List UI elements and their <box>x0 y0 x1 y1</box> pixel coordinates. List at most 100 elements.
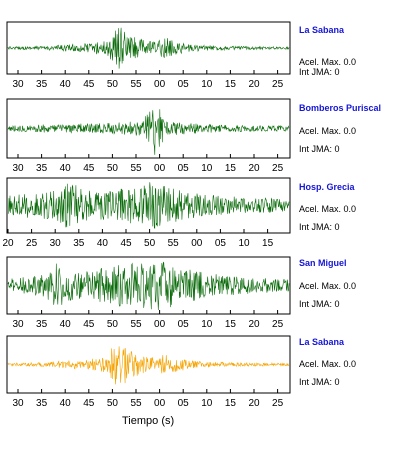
x-tick-label-1-1: 30 <box>12 79 24 90</box>
x-tick-label-4-4: 45 <box>83 319 95 330</box>
x-tick-label-5-8: 05 <box>178 398 190 409</box>
x-tick-label-1-3: 40 <box>60 79 72 90</box>
int-jma-line-4: Int JMA: 0 <box>299 299 340 309</box>
trace-line-1 <box>7 27 290 69</box>
int-jma-line-1: Int JMA: 0 <box>299 67 340 77</box>
station-name-2: Bomberos Puriscal <box>299 103 382 113</box>
x-tick-label-2-12: 25 <box>272 163 284 174</box>
panel-5: 30 35 40 45 50 55 00 05 10 15 20 25 <box>6 335 291 409</box>
x-tick-label-2-9: 10 <box>201 163 213 174</box>
acel-max-label-3: Acel. Max. <box>299 204 342 214</box>
int-jma-label-5: Int JMA: <box>299 377 333 387</box>
x-tick-label-3-3: 30 <box>50 238 62 249</box>
acel-max-value-4: 0.0 <box>343 281 357 291</box>
x-tick-label-3-11: 10 <box>238 238 250 249</box>
acel-max-value-3: 0.0 <box>343 204 357 214</box>
x-tick-label-4-7: 00 <box>154 319 166 330</box>
x-tick-label-2-7: 00 <box>154 163 166 174</box>
station-name-5: La Sabana <box>299 337 345 347</box>
x-tick-label-1-9: 10 <box>201 79 213 90</box>
x-tick-label-4-5: 50 <box>107 319 119 330</box>
acel-max-value-2: 0.0 <box>343 126 357 136</box>
acel-max-label-5: Acel. Max. <box>299 359 342 369</box>
x-tick-label-1-4: 45 <box>83 79 95 90</box>
x-tick-label-4-2: 35 <box>36 319 48 330</box>
x-tick-label-5-2: 35 <box>36 398 48 409</box>
x-tick-label-5-12: 25 <box>272 398 284 409</box>
x-tick-label-2-8: 05 <box>178 163 190 174</box>
trace-line-5 <box>7 346 290 385</box>
station-name-1: La Sabana <box>299 25 345 35</box>
x-tick-label-3-10: 05 <box>215 238 227 249</box>
x-tick-label-3-5: 40 <box>97 238 109 249</box>
panel-1: 30 35 40 45 50 55 00 05 10 15 20 25 <box>6 21 291 90</box>
x-tick-label-2-5: 50 <box>107 163 119 174</box>
x-tick-label-3-12: 15 <box>262 238 274 249</box>
acel-max-label-2: Acel. Max. <box>299 126 342 136</box>
x-tick-label-2-2: 35 <box>36 163 48 174</box>
x-tick-label-5-10: 15 <box>225 398 237 409</box>
x-tick-label-3-8: 55 <box>168 238 180 249</box>
x-tick-label-1-6: 55 <box>130 79 142 90</box>
x-axis-title: Tiempo (s) <box>122 415 175 427</box>
acel-max-line-2: Acel. Max. 0.0 <box>299 126 356 136</box>
x-tick-label-1-10: 15 <box>225 79 237 90</box>
int-jma-label-3: Int JMA: <box>299 222 333 232</box>
int-jma-value-1: 0 <box>334 67 340 77</box>
trace-line-3 <box>7 182 290 229</box>
panel-2: 30 35 40 45 50 55 00 05 10 15 20 25 <box>6 98 291 174</box>
x-tick-label-4-8: 05 <box>178 319 190 330</box>
x-tick-label-3-2: 25 <box>26 238 38 249</box>
x-tick-label-4-12: 25 <box>272 319 284 330</box>
panel-4: 30 35 40 45 50 55 00 05 10 15 20 25 <box>6 256 291 330</box>
x-tick-label-5-7: 00 <box>154 398 166 409</box>
x-tick-label-5-3: 40 <box>60 398 72 409</box>
x-tick-label-5-11: 20 <box>248 398 260 409</box>
int-jma-value-5: 0 <box>334 377 340 387</box>
x-tick-label-3-7: 50 <box>144 238 156 249</box>
x-tick-label-1-2: 35 <box>36 79 48 90</box>
x-tick-label-5-5: 50 <box>107 398 119 409</box>
acel-max-line-4: Acel. Max. 0.0 <box>299 281 356 291</box>
int-jma-label-4: Int JMA: <box>299 299 333 309</box>
x-tick-label-2-6: 55 <box>130 163 142 174</box>
x-tick-label-2-11: 20 <box>248 163 260 174</box>
x-tick-label-3-9: 00 <box>191 238 203 249</box>
x-tick-label-1-12: 25 <box>272 79 284 90</box>
x-tick-label-4-10: 15 <box>225 319 237 330</box>
station-name-3: Hosp. Grecia <box>299 182 355 192</box>
x-tick-label-5-9: 10 <box>201 398 213 409</box>
x-tick-label-3-4: 35 <box>73 238 85 249</box>
x-tick-label-2-3: 40 <box>60 163 72 174</box>
x-tick-label-4-6: 55 <box>130 319 142 330</box>
acel-max-line-3: Acel. Max. 0.0 <box>299 204 356 214</box>
x-tick-label-4-9: 10 <box>201 319 213 330</box>
panels-layer: 30 35 40 45 50 55 00 05 10 15 20 25 30 35 40 45 50 55 00 05… <box>2 21 291 409</box>
x-tick-label-4-11: 20 <box>248 319 260 330</box>
x-tick-label-2-10: 15 <box>225 163 237 174</box>
x-tick-label-2-1: 30 <box>12 163 24 174</box>
x-tick-label-3-6: 45 <box>120 238 132 249</box>
station-name-4: San Miguel <box>299 258 347 268</box>
x-tick-label-5-1: 30 <box>12 398 24 409</box>
x-tick-label-1-11: 20 <box>248 79 260 90</box>
x-tick-label-5-4: 45 <box>83 398 95 409</box>
int-jma-label-2: Int JMA: <box>299 144 333 154</box>
x-tick-label-1-8: 05 <box>178 79 190 90</box>
acel-max-line-5: Acel. Max. 0.0 <box>299 359 356 369</box>
acel-max-label-4: Acel. Max. <box>299 281 342 291</box>
int-jma-line-3: Int JMA: 0 <box>299 222 340 232</box>
int-jma-label-1: Int JMA: <box>299 67 333 77</box>
acel-max-value-1: 0.0 <box>343 57 357 67</box>
x-tick-label-2-4: 45 <box>83 163 95 174</box>
int-jma-value-4: 0 <box>334 299 340 309</box>
x-tick-label-3-1: 20 <box>2 238 14 249</box>
x-tick-label-4-3: 40 <box>60 319 72 330</box>
trace-line-4 <box>7 261 290 311</box>
acel-max-line-1: Acel. Max. 0.0 <box>299 57 356 67</box>
int-jma-line-2: Int JMA: 0 <box>299 144 340 154</box>
panel-3: 20 25 30 35 40 45 50 55 00 05 10 15 <box>2 177 291 249</box>
x-tick-label-4-1: 30 <box>12 319 24 330</box>
acel-max-value-5: 0.0 <box>343 359 357 369</box>
